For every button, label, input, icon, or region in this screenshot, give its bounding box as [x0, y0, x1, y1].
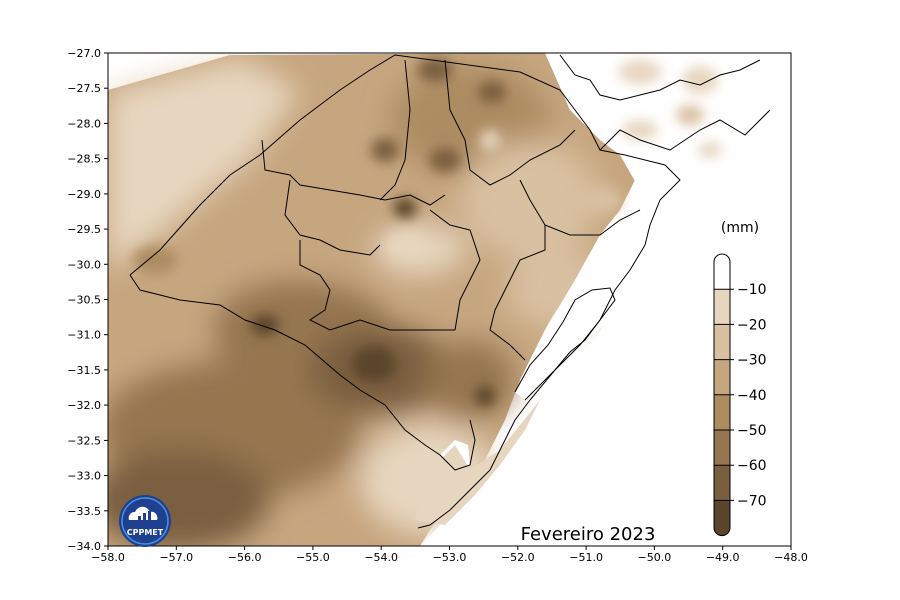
- colorbar-band: [714, 289, 730, 325]
- cppmet-logo: CPPMET: [119, 495, 171, 547]
- lagoon-water: [515, 288, 615, 400]
- region-line-4: [284, 179, 381, 256]
- region-line-6: [299, 240, 455, 331]
- y-tick-label: −31.5: [67, 364, 101, 377]
- y-tick-label: −28.0: [67, 117, 101, 130]
- y-tick-label: −32.0: [67, 399, 101, 412]
- x-tick-label: −57.0: [159, 551, 193, 564]
- sc-border-1: [559, 54, 761, 101]
- state-border-rs: [129, 54, 681, 276]
- colorbar-band: [714, 394, 730, 430]
- map-title: Fevereiro 2023: [521, 524, 656, 545]
- x-tick-label: −52.0: [501, 551, 535, 564]
- x-tick-label: −49.0: [706, 551, 740, 564]
- colorbar-band: [714, 500, 730, 536]
- y-tick-label: −27.5: [67, 82, 101, 95]
- colorbar-band: [714, 324, 730, 360]
- colorbar-units-label: (mm): [721, 220, 759, 236]
- colorbar-bands: [713, 253, 731, 537]
- colorbar-tick-label: −40: [737, 388, 767, 404]
- colorbar-ticks: −10 −20 −30 −40 −50 −60 −70: [714, 282, 767, 509]
- y-tick-label: −27.0: [67, 47, 101, 60]
- y-tick-label: −28.5: [67, 153, 101, 166]
- x-tick-label: −54.0: [364, 551, 398, 564]
- southern-land-strip: [415, 400, 540, 525]
- region-line-9: [489, 329, 526, 361]
- region-line-5: [429, 209, 481, 331]
- x-tick-label: −50.0: [638, 551, 672, 564]
- x-tick-label: −55.0: [296, 551, 330, 564]
- colorbar: (mm) −10 −20 −30 −40 −50 −60 −70: [713, 220, 767, 537]
- y-tick-label: −29.5: [67, 223, 101, 236]
- ocean: [420, 53, 791, 546]
- colorbar-tick-label: −50: [737, 423, 767, 439]
- y-tick-label: −34.0: [67, 540, 101, 553]
- y-tick-label: −29.0: [67, 188, 101, 201]
- y-tick-label: −33.0: [67, 470, 101, 483]
- colorbar-tick-label: −30: [737, 353, 767, 369]
- y-tick-label: −30.0: [67, 258, 101, 271]
- colorbar-tick-label: −70: [737, 493, 767, 509]
- sc-border-2: [599, 109, 771, 151]
- y-axis-labels: −27.0 −27.5 −28.0 −28.5 −29.0 −29.5 −30.…: [67, 47, 101, 553]
- colorbar-tick-label: −60: [737, 458, 767, 474]
- x-tick-label: −51.0: [569, 551, 603, 564]
- uruguay-border: [129, 274, 476, 471]
- colorbar-band: [714, 254, 730, 290]
- x-axis-labels: −58.0 −57.0 −56.0 −55.0 −54.0 −53.0 −52.…: [91, 551, 808, 564]
- axis-tick-marks: [104, 52, 792, 550]
- region-line-8: [544, 209, 641, 236]
- region-line-3: [444, 59, 576, 186]
- logo-text: CPPMET: [127, 528, 164, 537]
- political-boundaries: [129, 54, 771, 529]
- region-line-1: [261, 139, 446, 206]
- colorbar-band: [714, 430, 730, 466]
- precipitation-anomaly-field: [108, 53, 791, 546]
- x-tick-label: −58.0: [91, 551, 125, 564]
- colorbar-band: [714, 465, 730, 501]
- region-line-7: [489, 179, 546, 331]
- x-tick-label: −56.0: [228, 551, 262, 564]
- region-line-2: [379, 59, 411, 201]
- x-tick-label: −53.0: [433, 551, 467, 564]
- colorbar-outline: [713, 253, 731, 537]
- y-tick-label: −33.5: [67, 505, 101, 518]
- colorbar-tick-label: −20: [737, 317, 767, 333]
- lagoon-shore: [514, 287, 616, 401]
- colorbar-tick-label: −10: [737, 282, 767, 298]
- y-tick-label: −31.0: [67, 329, 101, 342]
- y-tick-label: −32.5: [67, 434, 101, 447]
- y-tick-label: −30.5: [67, 294, 101, 307]
- colorbar-band: [714, 359, 730, 395]
- x-tick-label: −48.0: [774, 551, 808, 564]
